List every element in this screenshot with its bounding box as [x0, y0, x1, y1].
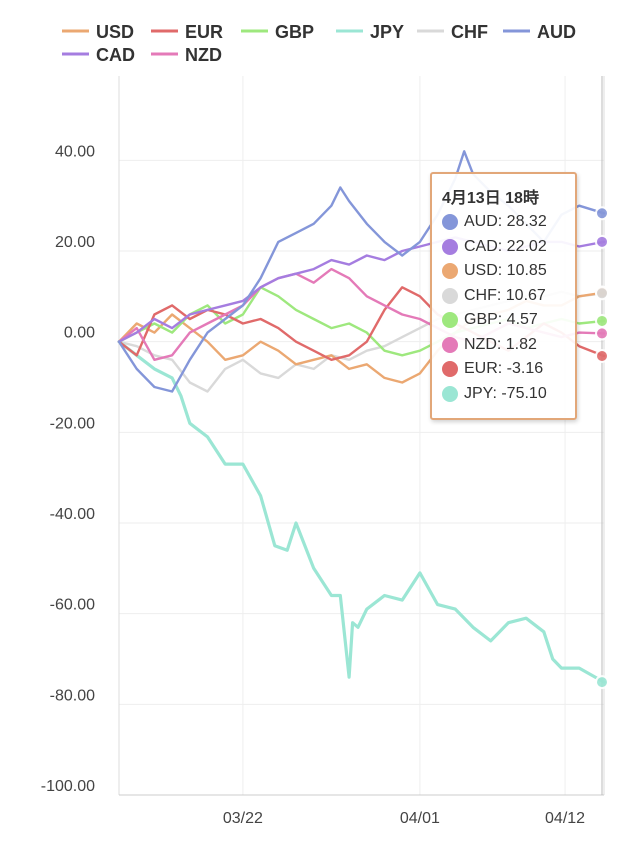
series-line-jpy — [117, 340, 606, 684]
y-tick-label: 40.00 — [55, 143, 95, 160]
legend-item-jpy[interactable]: JPY — [336, 22, 404, 42]
legend-label-nzd: NZD — [185, 45, 222, 65]
legend-label-jpy: JPY — [370, 22, 404, 42]
hover-marker-chf — [595, 286, 609, 301]
hover-markers — [595, 206, 609, 690]
legend-label-usd: USD — [96, 22, 134, 42]
tooltip-title: 4月13日 18時 — [442, 190, 539, 207]
hover-marker-aud — [595, 206, 609, 221]
y-tick-label: -80.00 — [50, 687, 95, 704]
tooltip-dot — [442, 361, 458, 378]
legend-label-eur: EUR — [185, 22, 223, 42]
legend-item-chf[interactable]: CHF — [417, 22, 488, 42]
tooltip: 4月13日 18時 AUD: 28.32 CAD: 22.02 USD: 10.85… — [430, 172, 577, 420]
tooltip-dot — [442, 385, 458, 402]
legend-label-cad: CAD — [96, 45, 135, 65]
tooltip-row-label: USD: 10.85 — [464, 262, 547, 280]
tooltip-row: USD: 10.85 — [442, 259, 575, 284]
tooltip-row-label: GBP: 4.57 — [464, 311, 538, 329]
y-tick-label: -60.00 — [50, 597, 95, 614]
legend[interactable]: USD EUR GBP JPY CHF AUD CAD NZD — [62, 22, 576, 65]
hover-marker-nzd — [595, 326, 609, 341]
legend-item-usd[interactable]: USD — [62, 22, 134, 42]
tooltip-row: CAD: 22.02 — [442, 235, 575, 260]
y-tick-label: -20.00 — [50, 415, 95, 432]
x-tick-label: 04/01 — [400, 810, 440, 827]
tooltip-dot — [442, 214, 458, 231]
legend-label-gbp: GBP — [275, 22, 314, 42]
tooltip-rows: AUD: 28.32 CAD: 22.02 USD: 10.85 CHF: 10.67… — [442, 210, 575, 406]
legend-item-eur[interactable]: EUR — [151, 22, 223, 42]
tooltip-dot — [442, 263, 458, 280]
x-tick-label: 04/12 — [545, 810, 585, 827]
tooltip-row: AUD: 28.32 — [442, 210, 575, 235]
legend-item-cad[interactable]: CAD — [62, 45, 135, 65]
tooltip-row: JPY: -75.10 — [442, 382, 575, 407]
y-axis: 40.00 20.00 0.00 -20.00 -40.00 -60.00 -80.00 -1… — [41, 143, 95, 795]
tooltip-row-label: JPY: -75.10 — [464, 384, 547, 402]
tooltip-row: NZD: 1.82 — [442, 333, 575, 358]
tooltip-dot — [442, 238, 458, 255]
x-tick-label: 03/22 — [223, 810, 263, 827]
tooltip-row: EUR: -3.16 — [442, 357, 575, 382]
y-tick-label: 20.00 — [55, 234, 95, 251]
hover-marker-cad — [595, 234, 609, 249]
tooltip-row: GBP: 4.57 — [442, 308, 575, 333]
tooltip-dot — [442, 312, 458, 329]
tooltip-row-label: AUD: 28.32 — [464, 213, 547, 231]
y-tick-label: -100.00 — [41, 778, 95, 795]
tooltip-row-label: EUR: -3.16 — [464, 360, 544, 378]
tooltip-row-label: NZD: 1.82 — [464, 335, 537, 353]
tooltip-dot — [442, 336, 458, 353]
legend-item-gbp[interactable]: GBP — [241, 22, 314, 42]
tooltip-row-label: CHF: 10.67 — [464, 286, 546, 304]
y-tick-label: -40.00 — [50, 506, 95, 523]
hover-marker-jpy — [595, 675, 609, 690]
legend-label-aud: AUD — [537, 22, 576, 42]
legend-item-aud[interactable]: AUD — [503, 22, 576, 42]
legend-label-chf: CHF — [451, 22, 488, 42]
tooltip-dot — [442, 287, 458, 304]
tooltip-row: CHF: 10.67 — [442, 284, 575, 309]
x-axis: 03/22 04/01 04/12 — [223, 810, 585, 827]
hover-marker-eur — [595, 348, 609, 363]
legend-item-nzd[interactable]: NZD — [151, 45, 222, 65]
tooltip-row-label: CAD: 22.02 — [464, 237, 547, 255]
hover-marker-gbp — [595, 313, 609, 328]
y-tick-label: 0.00 — [64, 325, 95, 342]
